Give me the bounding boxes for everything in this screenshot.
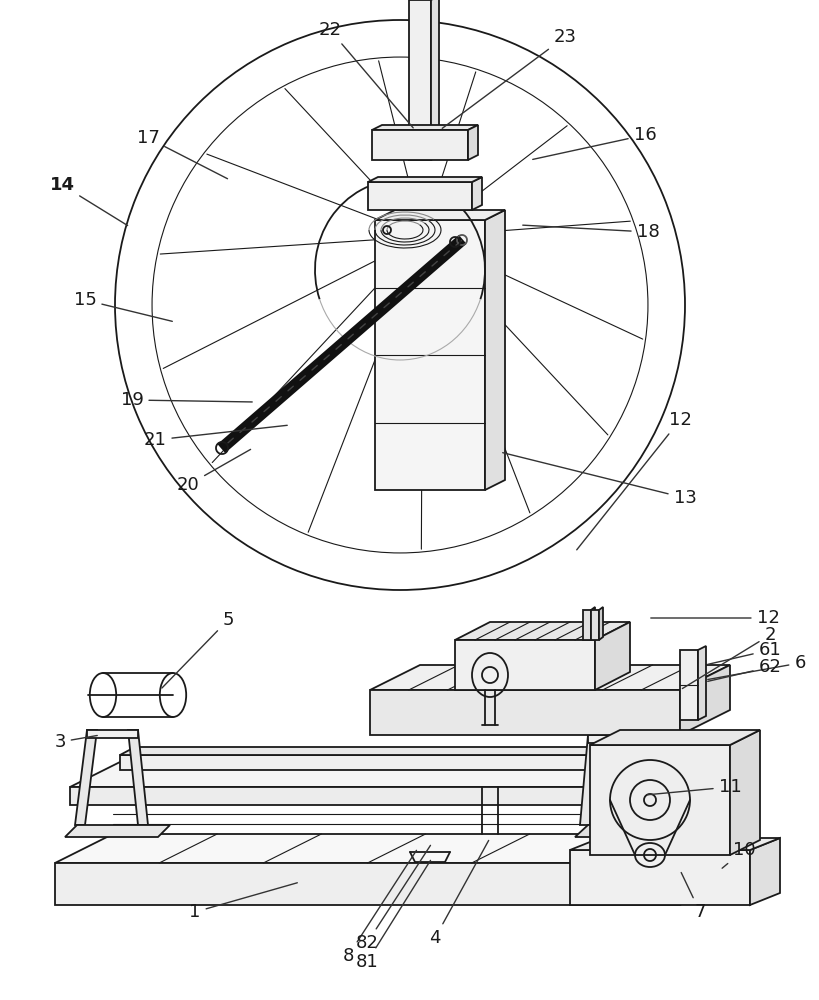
Text: 19: 19 — [120, 391, 252, 409]
Polygon shape — [587, 735, 661, 743]
Text: 82: 82 — [355, 845, 430, 952]
Text: 14: 14 — [49, 176, 128, 226]
Polygon shape — [484, 210, 505, 490]
Polygon shape — [590, 745, 729, 855]
Text: 12: 12 — [650, 609, 779, 627]
Polygon shape — [590, 730, 759, 745]
Text: 16: 16 — [532, 126, 655, 159]
Text: 1: 1 — [189, 883, 297, 921]
Text: 5: 5 — [161, 611, 233, 688]
Polygon shape — [590, 607, 595, 640]
Text: 15: 15 — [74, 291, 172, 321]
Polygon shape — [372, 130, 468, 160]
Polygon shape — [368, 177, 482, 182]
Polygon shape — [729, 730, 759, 855]
Polygon shape — [574, 825, 727, 837]
Polygon shape — [409, 0, 431, 160]
Polygon shape — [679, 834, 737, 905]
Text: 62: 62 — [707, 658, 781, 681]
Text: 18: 18 — [523, 223, 658, 241]
Polygon shape — [590, 610, 598, 640]
Text: 6: 6 — [707, 654, 805, 680]
Text: 61: 61 — [707, 641, 781, 664]
Polygon shape — [679, 665, 729, 735]
Polygon shape — [120, 747, 744, 755]
Polygon shape — [468, 125, 477, 160]
Text: 17: 17 — [137, 129, 227, 179]
Polygon shape — [87, 730, 138, 738]
Polygon shape — [70, 787, 679, 805]
Text: 20: 20 — [176, 449, 251, 494]
Text: 7: 7 — [681, 873, 705, 921]
Polygon shape — [569, 838, 779, 850]
Polygon shape — [219, 236, 464, 452]
Polygon shape — [654, 735, 669, 825]
Text: 12: 12 — [576, 411, 690, 550]
Text: 22: 22 — [318, 21, 413, 128]
Polygon shape — [749, 838, 779, 905]
Text: 2: 2 — [681, 626, 775, 689]
Text: 13: 13 — [502, 453, 695, 507]
Text: 10: 10 — [722, 841, 754, 868]
Polygon shape — [75, 730, 97, 825]
Polygon shape — [369, 665, 729, 690]
Polygon shape — [598, 607, 602, 640]
Text: 4: 4 — [428, 840, 488, 947]
Polygon shape — [55, 834, 737, 863]
Text: 21: 21 — [143, 425, 287, 449]
Polygon shape — [55, 863, 679, 905]
Text: 11: 11 — [647, 778, 740, 796]
Polygon shape — [679, 650, 697, 720]
Polygon shape — [374, 220, 484, 490]
Text: 3: 3 — [54, 733, 97, 751]
Polygon shape — [595, 622, 629, 690]
Polygon shape — [65, 825, 170, 837]
Polygon shape — [374, 210, 505, 220]
Polygon shape — [369, 690, 679, 735]
Polygon shape — [455, 622, 629, 640]
Polygon shape — [679, 762, 729, 805]
Text: 23: 23 — [441, 28, 576, 128]
Polygon shape — [729, 747, 744, 770]
Polygon shape — [697, 646, 705, 720]
Polygon shape — [368, 182, 472, 210]
Polygon shape — [455, 640, 595, 690]
Polygon shape — [579, 735, 597, 825]
Polygon shape — [372, 125, 477, 130]
Polygon shape — [582, 610, 590, 640]
Polygon shape — [431, 0, 438, 160]
Polygon shape — [569, 850, 749, 905]
Polygon shape — [70, 762, 729, 787]
Text: 81: 81 — [355, 860, 430, 971]
Polygon shape — [472, 177, 482, 210]
Polygon shape — [120, 755, 729, 770]
Text: 8: 8 — [342, 850, 416, 965]
Polygon shape — [128, 730, 147, 825]
